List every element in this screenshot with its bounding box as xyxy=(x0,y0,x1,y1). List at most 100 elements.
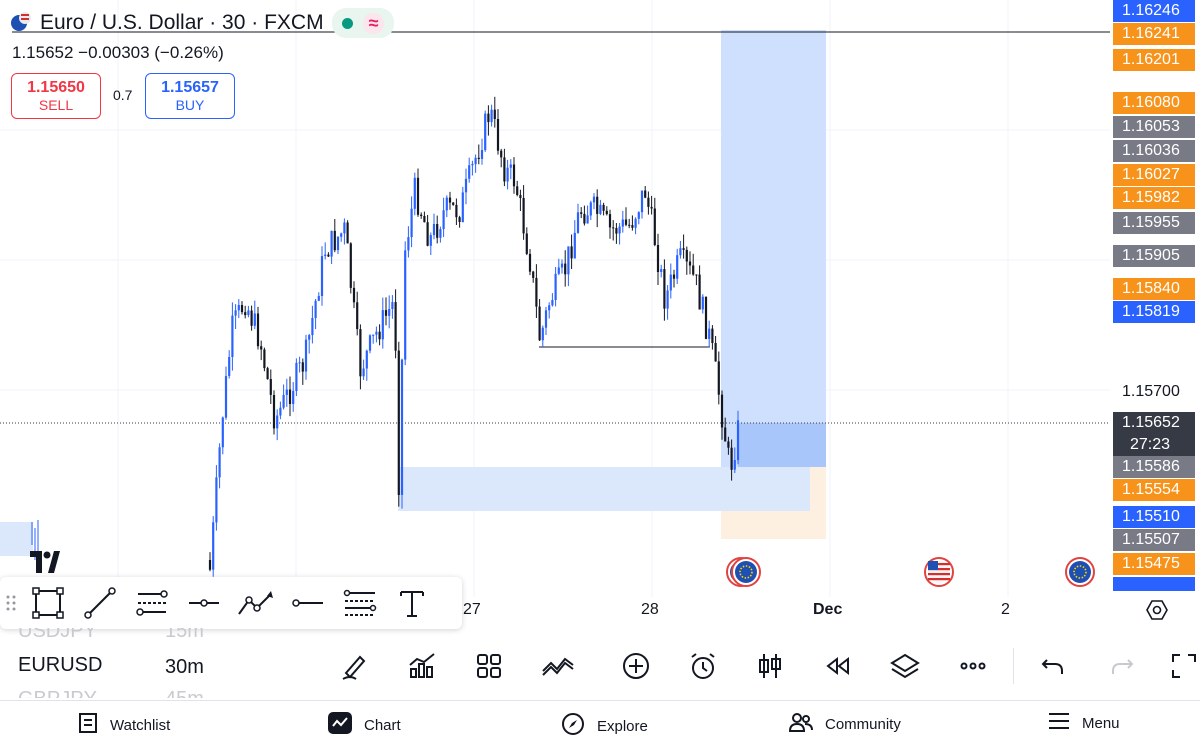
chart-pane[interactable] xyxy=(0,0,1110,597)
candle-body xyxy=(256,313,260,347)
nav-watchlist[interactable]: Watchlist xyxy=(78,712,170,738)
add-icon[interactable] xyxy=(618,648,654,684)
candle-body xyxy=(612,227,615,229)
interval-prev[interactable]: 15m xyxy=(165,620,204,642)
candle-body xyxy=(704,296,708,339)
symbol-header[interactable]: Euro / U.S. Dollar · 30 · FXCM ≈ xyxy=(10,8,395,38)
candle-body xyxy=(314,300,317,318)
candle-body xyxy=(260,346,263,350)
candle-body xyxy=(628,224,631,226)
us-stripe xyxy=(928,563,950,566)
market-status[interactable]: ≈ xyxy=(331,8,395,38)
candle-body xyxy=(317,296,320,301)
candle-body xyxy=(368,335,372,351)
nav-chart[interactable]: Chart xyxy=(328,712,401,738)
candlestick-type-icon[interactable] xyxy=(752,648,788,684)
candle-body xyxy=(448,197,452,203)
draw-pen-icon[interactable] xyxy=(337,648,373,684)
candle-body xyxy=(484,113,487,151)
more-options-icon[interactable] xyxy=(955,648,991,684)
rectangle-tool-icon[interactable] xyxy=(22,577,74,629)
candle-body xyxy=(375,331,378,335)
candle-body xyxy=(551,300,554,306)
candle-body xyxy=(644,190,647,198)
candle-body xyxy=(733,460,736,470)
price-label: 1.15982 xyxy=(1113,187,1195,209)
candle-body xyxy=(343,222,346,234)
candle-body xyxy=(288,389,292,404)
price-label: 1.16053 xyxy=(1113,116,1195,138)
candle-body xyxy=(352,287,356,303)
candle-body xyxy=(304,339,308,372)
layout-grid-icon[interactable] xyxy=(471,648,507,684)
nav-community-label: Community xyxy=(825,715,901,733)
indicators-icon[interactable] xyxy=(404,648,440,684)
fullscreen-icon[interactable] xyxy=(1166,648,1200,684)
price-label: 1.15840 xyxy=(1113,278,1195,300)
candle-body xyxy=(711,328,714,343)
symbol-title[interactable]: Euro / U.S. Dollar · 30 · FXCM xyxy=(40,11,324,34)
chart-settings-icon[interactable] xyxy=(1145,598,1169,627)
pine-indicator-icon: ≈ xyxy=(362,12,385,34)
interval-next[interactable]: 45m xyxy=(165,688,204,698)
sell-button[interactable]: 1.15650 SELL xyxy=(11,73,101,119)
candle-body xyxy=(695,274,698,276)
price-label: 1.15905 xyxy=(1113,245,1195,267)
trend-line-icon[interactable] xyxy=(74,577,126,629)
symbol-prev[interactable]: USDJPY xyxy=(18,620,97,642)
price-label: 1.15955 xyxy=(1113,212,1195,234)
candle-body xyxy=(215,477,218,523)
symbol-current[interactable]: EURUSD xyxy=(18,654,103,676)
horizontal-ray-icon[interactable] xyxy=(178,577,230,629)
nav-explore[interactable]: Explore xyxy=(561,712,648,740)
candle-body xyxy=(224,376,228,418)
sell-price: 1.15650 xyxy=(27,79,85,96)
candle-body xyxy=(381,310,384,340)
candle-body xyxy=(618,226,621,234)
candle-body xyxy=(525,233,528,254)
layers-icon[interactable] xyxy=(887,648,923,684)
candle-body xyxy=(452,202,455,205)
candle-body xyxy=(519,195,522,198)
interval-current[interactable]: 30m xyxy=(165,656,204,678)
candle-body xyxy=(208,560,212,570)
candle-body xyxy=(410,208,413,238)
candle-body xyxy=(397,350,400,495)
candle-body xyxy=(269,379,272,395)
path-icon[interactable] xyxy=(230,577,282,629)
candle-body xyxy=(327,254,330,257)
candle-body xyxy=(237,305,240,311)
candle-body xyxy=(509,164,512,168)
time-label-dec: Dec xyxy=(813,601,843,618)
fib-retracement-icon[interactable] xyxy=(126,577,178,629)
drag-handle-icon[interactable] xyxy=(0,577,22,629)
nav-menu[interactable]: Menu xyxy=(1048,712,1120,734)
redo-icon[interactable] xyxy=(1104,648,1140,684)
text-tool-icon[interactable] xyxy=(386,577,438,629)
candle-body xyxy=(698,274,701,310)
horizontal-line-icon[interactable] xyxy=(282,577,334,629)
candle-body xyxy=(663,269,666,309)
price-label: 1.15586 xyxy=(1113,456,1195,478)
nav-community[interactable]: Community xyxy=(788,712,901,736)
buy-label: BUY xyxy=(175,97,205,113)
symbol-next[interactable]: GBPJPY xyxy=(18,688,97,698)
replay-icon[interactable] xyxy=(820,648,856,684)
candle-body xyxy=(324,254,327,257)
price-axis[interactable]: 1.16246 1.16241 1.16201 1.16080 1.16053 1.160… xyxy=(1110,0,1200,597)
compare-icon[interactable] xyxy=(540,648,576,684)
drawing-toolbar[interactable] xyxy=(0,577,462,629)
candle-body xyxy=(266,368,269,380)
price-label: 1.16246 xyxy=(1113,0,1195,22)
gann-fan-icon[interactable] xyxy=(334,577,386,629)
candle-body xyxy=(682,248,685,250)
alarm-icon[interactable] xyxy=(685,648,721,684)
buy-button[interactable]: 1.15657 BUY xyxy=(145,73,235,119)
undo-icon[interactable] xyxy=(1035,648,1071,684)
candle-body xyxy=(576,212,580,233)
candle-body xyxy=(330,230,333,257)
us-canton xyxy=(928,561,938,570)
candle-body xyxy=(589,202,592,216)
price-chart[interactable] xyxy=(0,0,1110,597)
candle-body xyxy=(560,263,564,268)
